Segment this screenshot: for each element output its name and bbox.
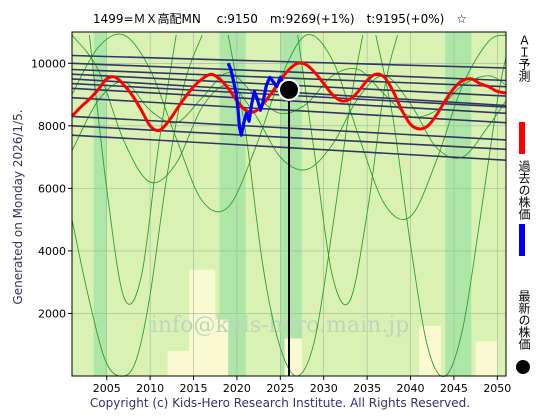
legend-latest-price: 最新の株価 [516,290,534,380]
x-tick-label: 2025 [266,382,294,395]
watermark: info@kids-hero.main.jp [151,313,409,338]
yellow-region [167,350,190,376]
ai-forecast-line [70,61,507,133]
x-tick-label: 2020 [223,382,251,395]
legend-label: 過去の株価 [517,160,531,220]
y-axis-ticks: 2000 4000 6000 8000 10000 [31,57,72,320]
y-tick-label: 2000 [38,307,66,320]
x-tick-label: 2005 [93,382,121,395]
past-price-line [226,62,291,137]
chart-title: 1499=ＭＸ高配MN c:9150 m:9269(+1%) t:9195(+0… [92,12,468,26]
legend-swatch-red [519,122,525,154]
yellow-region [284,338,303,376]
x-tick-label: 2035 [353,382,381,395]
y-tick-label: 6000 [38,182,66,195]
yellow-region [419,325,441,376]
trendline [71,62,507,82]
trendline [71,54,507,69]
yellow-region [215,319,229,376]
series-lines [70,61,507,137]
y-tick-label: 10000 [31,57,66,70]
copyright-footer: Copyright (c) Kids-Hero Research Institu… [89,396,471,410]
generated-date-label: Generated on Monday 2026/1/5. [11,109,25,305]
thin-green-curve [71,34,203,377]
y-tick-label: 8000 [38,120,66,133]
thin-green-curve [71,34,507,184]
green-band [93,32,107,376]
legend-label: 最新の株価 [517,290,531,350]
legend-swatch-dot [516,360,530,374]
legend-swatch-blue [519,224,525,256]
green-band [280,32,303,376]
x-tick-label: 2030 [310,382,338,395]
yellow-region [475,341,498,376]
x-tick-label: 2050 [483,382,511,395]
latest-marker [278,78,300,376]
x-tick-label: 2015 [180,382,208,395]
legend-ai-forecast: ＡＩ予測 [516,34,534,154]
x-axis-ticks: 2005 2010 2015 2020 2025 2030 2035 2040 2045 2050 [93,376,511,395]
legend-label: ＡＩ予測 [517,34,531,82]
y-tick-label: 4000 [38,245,66,258]
thin-green-curve [88,35,177,305]
x-tick-label: 2010 [136,382,164,395]
trendline [71,68,507,88]
thin-green-curve [71,33,507,220]
legend-past-price: 過去の株価 [516,160,534,260]
latest-price-dot [278,78,300,101]
x-tick-label: 2045 [440,382,468,395]
plot-border [71,31,507,377]
x-tick-label: 2040 [397,382,425,395]
